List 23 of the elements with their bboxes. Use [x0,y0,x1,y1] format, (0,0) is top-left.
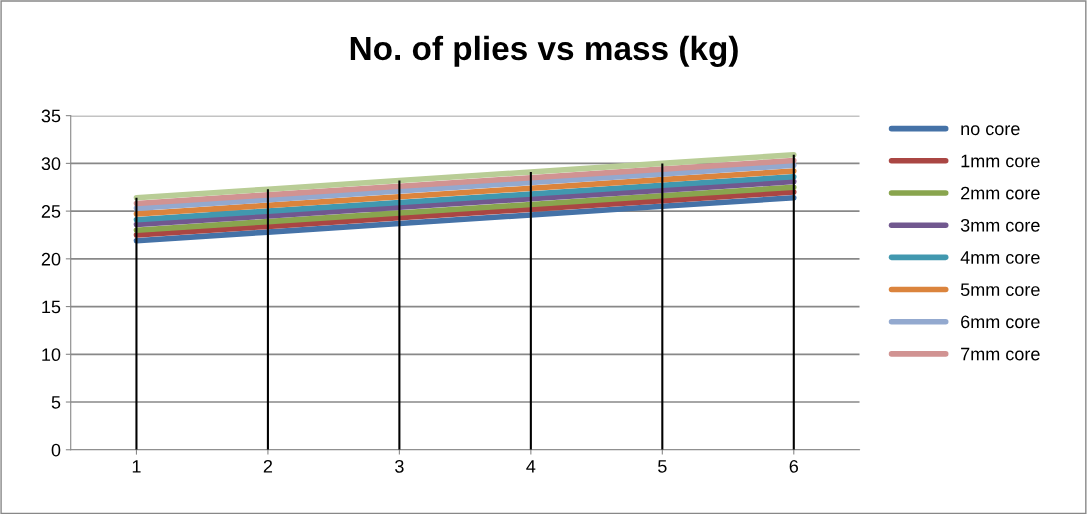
legend-label: 3mm core [960,218,1040,232]
chart-title: No. of plies vs mass (kg) [350,35,738,68]
x-tick-label: 5 [658,460,667,473]
legend-label: 1mm core [961,154,1040,168]
legend-label: 4mm core [960,251,1040,264]
x-tick-label: 4 [526,460,536,473]
x-tick-label: 2 [263,459,273,473]
y-tick-label: 15 [42,300,61,314]
y-tick-label: 35 [41,109,61,123]
x-tick-label: 6 [789,459,799,473]
x-tick-label: 1 [132,460,141,473]
y-tick-label: 10 [42,348,61,362]
y-tick-label: 30 [41,157,61,171]
y-tick-label: 0 [51,443,61,457]
y-tick-label: 20 [41,252,61,266]
x-tick-label: 3 [395,459,404,473]
legend-label: 5mm core [960,283,1040,297]
legend-label: 2mm core [961,186,1040,200]
y-tick-label: 25 [41,205,61,218]
legend-label: no core [961,125,1020,136]
y-tick-label: 5 [51,396,61,409]
legend-label: 6mm core [961,315,1040,329]
legend-label: 7mm core [961,347,1040,361]
